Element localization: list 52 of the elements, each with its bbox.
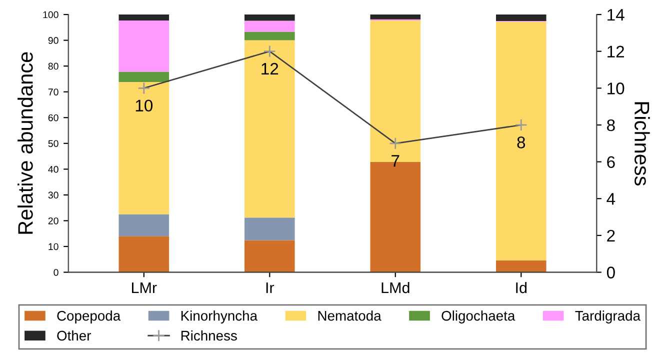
bar [496, 22, 546, 260]
bar [118, 20, 170, 72]
y-tick-label: 90 [48, 37, 58, 44]
y-tick-label: 60 [48, 114, 58, 122]
data-label: 7 [392, 155, 400, 167]
bar [118, 214, 170, 236]
x-tick-label: Ir [266, 282, 274, 294]
legend-label: Oligochaeta [442, 310, 516, 324]
bar [244, 32, 295, 40]
y2-tick-label: 0 [606, 266, 615, 278]
y-tick-label: 100 [43, 11, 58, 18]
y-tick-label: 30 [48, 192, 58, 199]
legend-label: Kinorhyncha [181, 310, 258, 324]
y-tick-label: 50 [48, 140, 58, 148]
y2-axis-title: Richness [634, 102, 650, 186]
bar [244, 14, 295, 21]
y2-tick-label: 12 [608, 46, 624, 58]
x-tick-label: LMd [382, 282, 410, 294]
bar [118, 236, 170, 272]
bar [118, 82, 170, 214]
bar [244, 40, 295, 218]
bar [496, 14, 546, 21]
legend-label: Other [57, 330, 91, 341]
y-axis-title: Relative abundance [18, 52, 33, 234]
y2-tick-label: 4 [606, 193, 616, 205]
y2-tick-label: 10 [608, 82, 624, 94]
bar [118, 72, 170, 82]
x-tick-label: Id [516, 282, 527, 294]
y-tick-label: 10 [48, 243, 58, 250]
y2-tick-label: 6 [607, 156, 615, 168]
bar [244, 240, 295, 272]
y-tick-label: 20 [48, 217, 58, 224]
legend-label: Richness [181, 330, 237, 341]
data-label: 8 [517, 136, 526, 148]
x-tick-label: LMr [132, 282, 157, 294]
data-label: 12 [262, 62, 278, 75]
y2-tick-label: 8 [607, 119, 615, 132]
bar [244, 20, 295, 32]
bar [244, 218, 295, 240]
legend-label: Nematoda [318, 310, 382, 321]
data-label: 10 [136, 100, 153, 112]
legend-label: Tardigrada [575, 310, 640, 324]
y2-tick-label: 14 [608, 9, 624, 21]
y-tick-label: 0 [54, 268, 58, 276]
y-tick-label: 80 [48, 62, 58, 70]
bar [370, 14, 421, 20]
y-tick-label: 40 [48, 166, 58, 173]
y2-tick-label: 2 [607, 230, 615, 242]
y-tick-label: 70 [48, 88, 58, 96]
bar [118, 14, 170, 20]
bar [496, 260, 546, 272]
legend-label: Copepoda [57, 310, 121, 324]
